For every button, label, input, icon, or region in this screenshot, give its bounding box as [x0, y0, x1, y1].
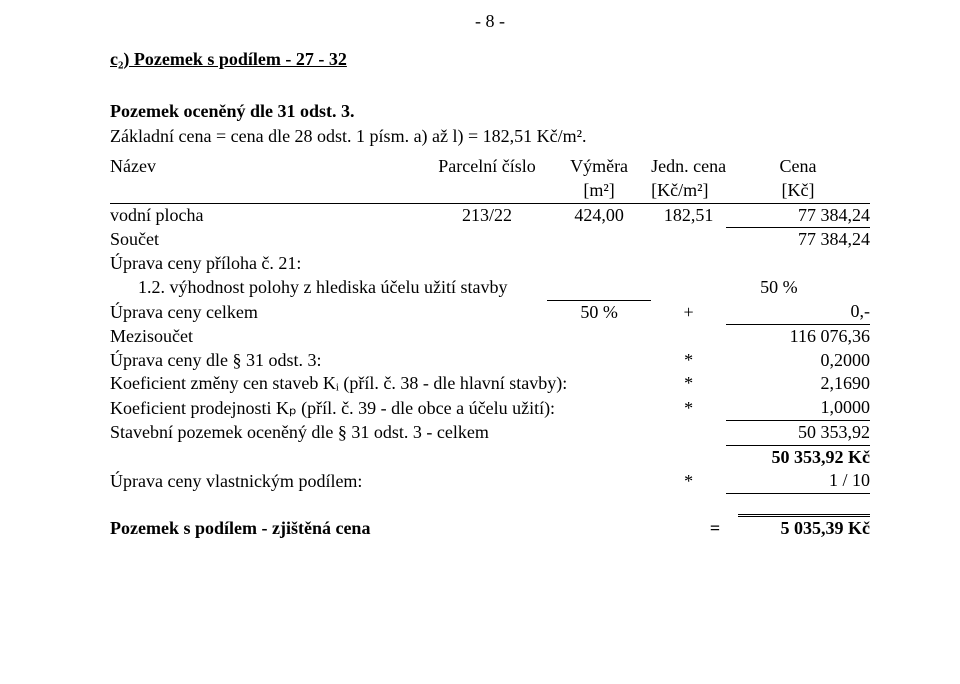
- unit-area: [m²]: [547, 179, 651, 203]
- cell-label: Mezisoučet: [110, 324, 427, 348]
- cell-pct: 50 %: [726, 276, 870, 300]
- section-title: c₂) Pozemek s podílem - 27 - 32: [110, 48, 870, 72]
- cell-value: 77 384,24: [726, 228, 870, 252]
- cell-val: 0,2000: [726, 349, 870, 373]
- cell-val: 1,0000: [726, 396, 870, 420]
- final-table: Pozemek s podílem - zjištěná cena = 5 03…: [110, 514, 870, 541]
- final-eq: =: [692, 516, 738, 541]
- cell-label: Stavební pozemek oceněný dle § 31 odst. …: [110, 420, 651, 445]
- table-row-uprava21: Úprava ceny příloha č. 21:: [110, 252, 870, 276]
- table-row-stavebni: Stavební pozemek oceněný dle § 31 odst. …: [110, 420, 870, 445]
- hdr-price: Cena: [726, 155, 870, 179]
- cell-price: 77 384,24: [726, 203, 870, 228]
- unit-unitprice: [Kč/m²]: [651, 179, 726, 203]
- final-val: 5 035,39 Kč: [738, 516, 870, 541]
- unit-price: [Kč]: [726, 179, 870, 203]
- cell-pct: 50 %: [547, 300, 651, 324]
- cell-op: *: [651, 396, 726, 420]
- cell-val: 116 076,36: [726, 324, 870, 348]
- table-row-podil: Úprava ceny vlastnickým podílem: * 1 / 1…: [110, 469, 870, 493]
- table-row-spacer: [110, 494, 870, 495]
- cell-label: Součet: [110, 228, 427, 252]
- unit-row: [m²] [Kč/m²] [Kč]: [110, 179, 870, 203]
- cell-label: 1.2. výhodnost polohy z hlediska účelu u…: [110, 276, 651, 300]
- table-row-stavebni-kc: 50 353,92 Kč: [110, 445, 870, 469]
- hdr-area: Výměra: [547, 155, 651, 179]
- cell-parcel: 213/22: [427, 203, 547, 228]
- sub-title: Pozemek oceněný dle 31 odst. 3.: [110, 100, 870, 124]
- cell-op: *: [651, 469, 726, 493]
- table-row-plot: vodní plocha 213/22 424,00 182,51 77 384…: [110, 203, 870, 228]
- table-row-odst3: Úprava ceny dle § 31 odst. 3: * 0,2000: [110, 349, 870, 373]
- cell-label: Úprava ceny celkem: [110, 300, 427, 324]
- hdr-parcel: Parcelní číslo: [427, 155, 547, 179]
- cell-label: Úprava ceny příloha č. 21:: [110, 252, 870, 276]
- cell-op: *: [651, 372, 726, 396]
- cell-label: Úprava ceny vlastnickým podílem:: [110, 469, 651, 493]
- cell-val: 2,1690: [726, 372, 870, 396]
- table-row-ki: Koeficient změny cen staveb Kᵢ (příl. č.…: [110, 372, 870, 396]
- formula-line: Základní cena = cena dle 28 odst. 1 písm…: [110, 125, 870, 149]
- table-row-kp: Koeficient prodejnosti Kₚ (příl. č. 39 -…: [110, 396, 870, 420]
- table-row-mezisoucet: Mezisoučet 116 076,36: [110, 324, 870, 348]
- final-row: Pozemek s podílem - zjištěná cena = 5 03…: [110, 516, 870, 541]
- cell-label: Koeficient prodejnosti Kₚ (příl. č. 39 -…: [110, 396, 651, 420]
- header-row: Název Parcelní číslo Výměra Jedn. cena C…: [110, 155, 870, 179]
- cell-area: 424,00: [547, 203, 651, 228]
- valuation-table: Název Parcelní číslo Výměra Jedn. cena C…: [110, 155, 870, 494]
- cell-label: Úprava ceny dle § 31 odst. 3:: [110, 349, 651, 373]
- cell-val: 1 / 10: [726, 469, 870, 493]
- cell-val: 50 353,92: [726, 420, 870, 445]
- cell-label: Koeficient změny cen staveb Kᵢ (příl. č.…: [110, 372, 651, 396]
- cell-op: *: [651, 349, 726, 373]
- hdr-name: Název: [110, 155, 427, 179]
- table-row-soucet: Součet 77 384,24: [110, 228, 870, 252]
- hdr-unitprice: Jedn. cena: [651, 155, 726, 179]
- cell-name: vodní plocha: [110, 203, 427, 228]
- page-number: - 8 -: [110, 10, 870, 34]
- table-row-celkem: Úprava ceny celkem 50 % + 0,-: [110, 300, 870, 324]
- cell-op: +: [651, 300, 726, 324]
- final-label: Pozemek s podílem - zjištěná cena: [110, 516, 692, 541]
- cell-val: 50 353,92 Kč: [726, 445, 870, 469]
- table-row-vyhodnost: 1.2. výhodnost polohy z hlediska účelu u…: [110, 276, 870, 300]
- document-page: - 8 - c₂) Pozemek s podílem - 27 - 32 Po…: [0, 0, 960, 551]
- cell-val: 0,-: [726, 300, 870, 324]
- cell-unitprice: 182,51: [651, 203, 726, 228]
